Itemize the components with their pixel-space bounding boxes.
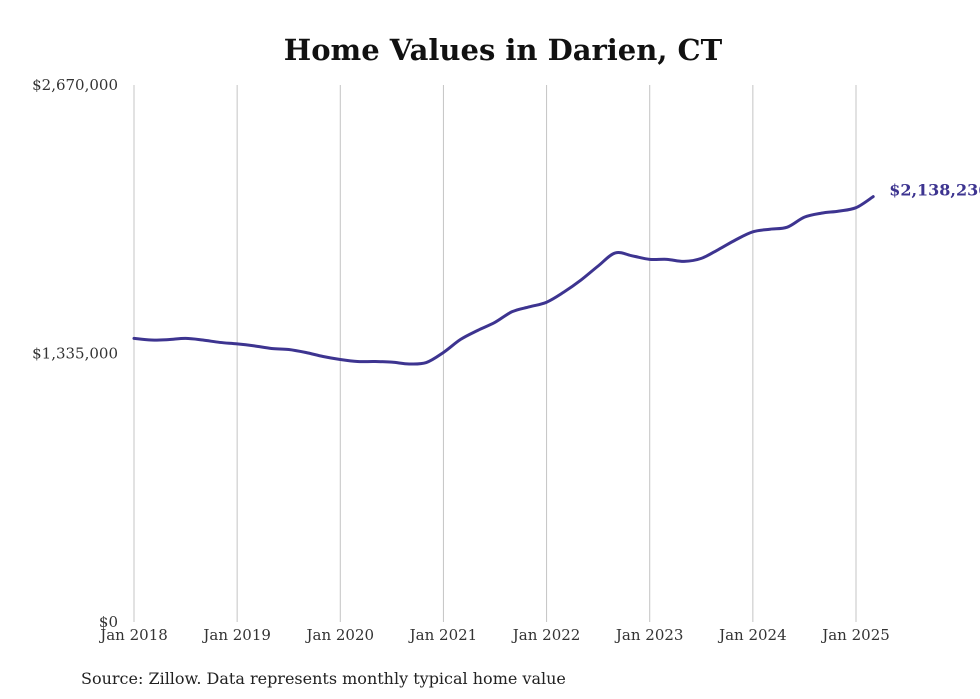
grid-lines — [133, 85, 857, 622]
x-tick-label: Jan 2018 — [98, 626, 168, 644]
y-tick-label: $2,670,000 — [32, 76, 118, 94]
x-tick-label: Jan 2025 — [820, 626, 890, 644]
y-tick-label: $0 — [99, 613, 118, 631]
source-note: Source: Zillow. Data represents monthly … — [81, 669, 566, 688]
x-axis-ticks: Jan 2018 Jan 2019 Jan 2020 Jan 2021 Jan 2022… — [98, 626, 890, 644]
x-tick-label: Jan 2024 — [717, 626, 787, 644]
x-tick-label: Jan 2020 — [305, 626, 375, 644]
x-tick-label: Jan 2023 — [614, 626, 684, 644]
y-tick-label: $1,335,000 — [32, 345, 118, 363]
x-tick-label: Jan 2022 — [511, 626, 581, 644]
home-value-line — [132, 195, 875, 366]
end-value-label: $2,138,236 — [889, 181, 980, 200]
x-tick-label: Jan 2019 — [201, 626, 271, 644]
x-tick-label: Jan 2021 — [408, 626, 478, 644]
chart-title: Home Values in Darien, CT — [284, 33, 723, 67]
y-axis-ticks: $0 $1,335,000 $2,670,000 — [32, 76, 118, 631]
